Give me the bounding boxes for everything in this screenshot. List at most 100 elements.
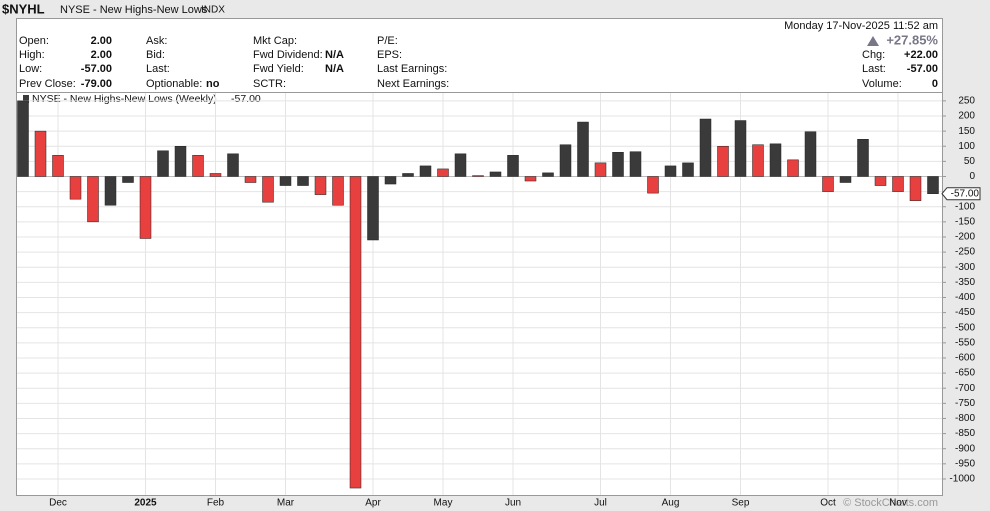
field-label: Mkt Cap:: [253, 35, 297, 47]
field-label: Next Earnings:: [377, 78, 449, 90]
y-tick-label: -150: [955, 216, 975, 227]
x-tick-label: Aug: [662, 498, 680, 509]
field-value: -57.00: [81, 63, 112, 75]
bar: [297, 176, 309, 186]
y-tick-label: -1000: [949, 474, 975, 485]
bar: [34, 130, 47, 177]
bar: [577, 121, 589, 177]
field-label: Open:: [19, 35, 49, 47]
field-label: Last Earnings:: [377, 63, 447, 75]
bar: [227, 153, 239, 177]
watermark: © StockCharts.com: [843, 497, 938, 509]
y-tick-label: 100: [958, 141, 975, 152]
bar: [209, 173, 222, 177]
y-tick-label: -450: [955, 307, 975, 318]
legend-swatch: [23, 95, 29, 103]
bar: [664, 165, 677, 177]
bar: [717, 145, 729, 177]
bar: [839, 176, 852, 183]
bar: [314, 176, 327, 195]
x-tick-label: May: [434, 498, 453, 509]
x-tick-label: Mar: [277, 498, 295, 509]
bar: [174, 145, 187, 177]
bar: [332, 176, 344, 206]
bar: [489, 171, 502, 177]
y-tick-label: -950: [955, 458, 975, 469]
field-label: Last:: [862, 63, 886, 75]
field-value: -79.00: [81, 78, 112, 90]
field-label: EPS:: [377, 49, 402, 61]
bar: [367, 176, 379, 241]
symbol: $NYHL: [2, 1, 45, 16]
x-tick-label: Dec: [49, 498, 67, 509]
field-label: Chg:: [862, 49, 885, 61]
name: NYSE - New Highs-New Lows: [60, 4, 208, 16]
last-tag-label: -57.00: [951, 188, 980, 199]
x-tick-label: Apr: [365, 498, 381, 509]
bar: [87, 176, 99, 223]
field-value: 2.00: [91, 35, 112, 47]
y-tick-label: -750: [955, 398, 975, 409]
bar: [454, 153, 467, 177]
field-label: Volume:: [862, 78, 902, 90]
bar: [734, 120, 747, 177]
x-tick-label: Nov: [889, 498, 907, 509]
bar: [52, 155, 64, 177]
field-label: Optionable:: [146, 78, 202, 90]
y-tick-label: 150: [958, 126, 975, 137]
exchange: INDX: [201, 5, 225, 16]
field-label: Fwd Yield:: [253, 63, 304, 75]
field-label: Bid:: [146, 49, 165, 61]
bar: [699, 118, 712, 177]
bar: [542, 172, 554, 177]
bar: [752, 144, 764, 177]
field-value: +22.00: [904, 49, 938, 61]
field-value: 0: [932, 78, 938, 90]
y-tick-label: -850: [955, 428, 975, 439]
panel: [16, 18, 943, 496]
bar: [507, 155, 519, 177]
bar: [787, 159, 799, 177]
bar: [892, 176, 904, 192]
field-label: P/E:: [377, 35, 398, 47]
last-tag: [941, 187, 981, 201]
legend-value: -57.00: [231, 93, 261, 105]
bar: [769, 143, 782, 177]
y-tick-label: -250: [955, 247, 975, 258]
bar: [804, 131, 817, 177]
x-tick-label: Oct: [820, 498, 836, 509]
bar: [244, 176, 257, 183]
y-tick-label: 200: [958, 111, 975, 122]
bar: [17, 100, 29, 177]
y-tick-label: -400: [955, 292, 975, 303]
bar: [437, 168, 449, 177]
bar: [262, 176, 274, 203]
y-tick-label: -300: [955, 262, 975, 273]
y-tick-label: -650: [955, 368, 975, 379]
x-tick-label: 2025: [134, 498, 157, 509]
field-label: Low:: [19, 63, 42, 75]
x-tick-label: Jun: [505, 498, 521, 509]
bar: [909, 176, 922, 201]
x-tick-label: Jul: [594, 498, 607, 509]
field-value: 2.00: [91, 49, 112, 61]
bar: [419, 165, 432, 177]
y-tick-label: 0: [969, 171, 975, 182]
bar: [647, 176, 659, 194]
date: Monday 17-Nov-2025 11:52 am: [784, 20, 938, 32]
field-value: N/A: [325, 49, 344, 61]
bar: [104, 176, 117, 206]
bar: [279, 176, 292, 186]
y-tick-label: -200: [955, 232, 975, 243]
legend: NYSE - New Highs-New Lows (Weekly): [32, 93, 217, 105]
bar: [524, 176, 537, 182]
y-tick-label: -550: [955, 337, 975, 348]
up-arrow: [867, 36, 879, 46]
bar: [349, 176, 362, 489]
bar: [857, 139, 869, 177]
bar: [192, 155, 204, 177]
field-label: High:: [19, 49, 45, 61]
x-tick-label: Feb: [207, 498, 225, 509]
field-label: Prev Close:: [19, 78, 76, 90]
